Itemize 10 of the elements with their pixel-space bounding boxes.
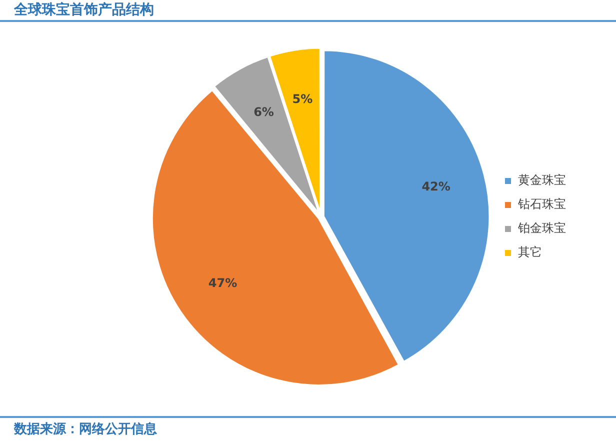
source-note: 数据来源：网络公开信息 [14,422,157,437]
legend-label: 钻石珠宝 [517,197,566,212]
legend-label: 黄金珠宝 [518,173,566,188]
legend-label: 其它 [518,245,542,260]
data-label: 6% [254,105,274,120]
chart-title: 全球珠宝首饰产品结构 [0,0,616,22]
data-label: 5% [292,92,313,106]
legend-label: 铂金珠宝 [517,221,566,236]
data-label: 42% [422,180,450,194]
data-label: 47% [208,276,238,290]
